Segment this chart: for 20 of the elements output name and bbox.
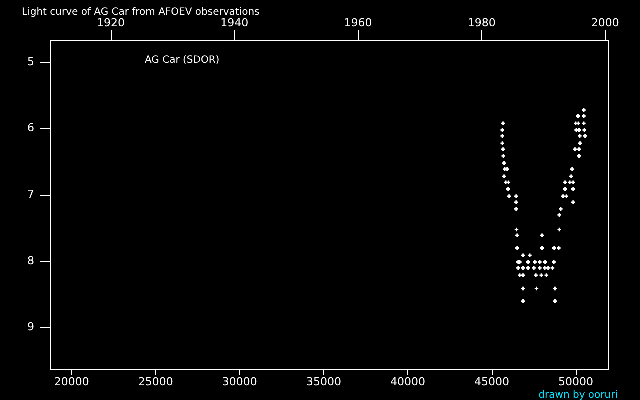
x-tick-label: 30000 bbox=[222, 376, 258, 388]
x2-tick-label: 2000 bbox=[591, 16, 620, 30]
x2-tick-label: 1980 bbox=[468, 16, 496, 30]
y-tick-label: 7 bbox=[28, 188, 34, 202]
y-tick-label: 6 bbox=[28, 122, 34, 135]
text: drawn by ooruri bbox=[538, 390, 618, 400]
y-tick-label: 5 bbox=[28, 55, 34, 68]
annotation: AG Car (SDOR) bbox=[145, 55, 220, 66]
y-tick-label: 8 bbox=[28, 254, 34, 268]
x-tick-label: 45000 bbox=[474, 376, 510, 388]
x2-tick-label: 1940 bbox=[220, 16, 249, 30]
x-tick-label: 40000 bbox=[390, 376, 426, 388]
x-tick-label: 20000 bbox=[54, 376, 90, 388]
x2-tick-label: 1920 bbox=[97, 16, 126, 30]
x-tick-label: 25000 bbox=[138, 376, 174, 388]
chart-title: Light curve of AG Car from AFOEV observations bbox=[22, 7, 260, 18]
y-tick-label: 9 bbox=[28, 320, 34, 334]
x2-tick-label: 1960 bbox=[344, 16, 372, 30]
x-tick-label: 35000 bbox=[306, 376, 342, 388]
x-tick-label: 50000 bbox=[558, 376, 594, 388]
